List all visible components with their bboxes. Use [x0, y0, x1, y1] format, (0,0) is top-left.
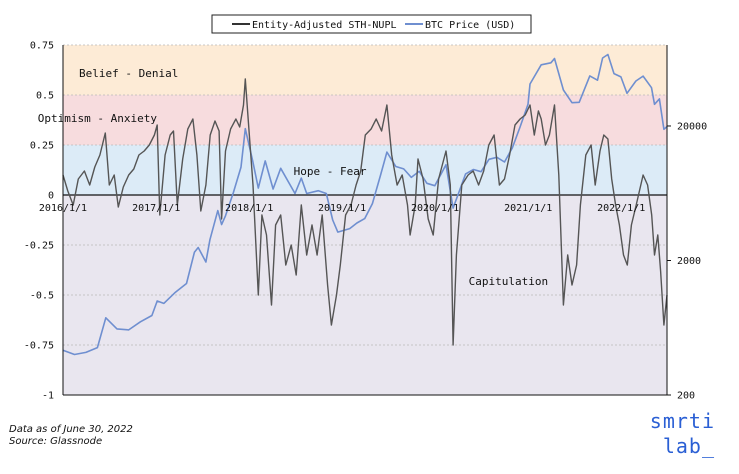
- axes: [62, 45, 668, 396]
- btc-price-line: [62, 53, 668, 356]
- source-note: Source: Glassnode: [9, 436, 103, 447]
- btc-price-series: [62, 53, 668, 356]
- y-left-tick-label: 0.25: [30, 141, 54, 152]
- nupl-line: [62, 78, 668, 346]
- legend-label-btc-price-usd: BTC Price (USD): [425, 20, 515, 31]
- y-left-tick-label: -0.5: [30, 291, 54, 302]
- nupl-series: [62, 78, 668, 346]
- legend-label-entity-adjusted-sth-nupl: Entity-Adjusted STH-NUPL: [252, 20, 397, 31]
- x-tick-label: 2020/1/1: [411, 203, 459, 214]
- zone-label-hope-fear: Hope - Fear: [294, 165, 367, 178]
- y-right-tick-label: 2000: [677, 256, 701, 267]
- legend-box: [211, 14, 532, 34]
- x-tick-label: 2019/1/1: [318, 203, 366, 214]
- x-tick-label: 2017/1/1: [132, 203, 180, 214]
- zone-labels: Belief - Denial Optimism - Anxiety Hope - …: [38, 67, 548, 288]
- x-tick-label: 2021/1/1: [504, 203, 552, 214]
- zone-belief-denial: [63, 45, 667, 95]
- x-tick-label: 2022/1/1: [597, 203, 645, 214]
- legend: Entity-Adjusted STH-NUPL BTC Price (USD): [211, 14, 532, 34]
- zone-label-belief-denial: Belief - Denial: [79, 67, 178, 80]
- y-left-tick-label: 0.5: [36, 91, 54, 102]
- y-left-tick-label: -1: [42, 391, 54, 402]
- y-left-tick-label: -0.25: [24, 241, 54, 252]
- y-left-tick-label: 0.75: [30, 41, 54, 52]
- x-tick-label: 2018/1/1: [225, 203, 273, 214]
- brand-logo-line2: lab_: [662, 434, 715, 458]
- tick-labels: 0.75 0.5 0.25 0 -0.25 -0.5 -0.75 -1 20000 2000 200…: [24, 41, 707, 402]
- zone-label-capitulation: Capitulation: [469, 275, 548, 288]
- y-right-tick-label: 200: [677, 391, 695, 402]
- data-date-note: Data as of June 30, 2022: [9, 424, 133, 435]
- y-left-tick-label: 0: [48, 191, 54, 202]
- zone-label-optimism-anxiety: Optimism - Anxiety: [38, 112, 158, 125]
- y-left-tick-label: -0.75: [24, 341, 54, 352]
- x-tick-label: 2016/1/1: [39, 203, 87, 214]
- brand-logo-line1: smrti: [649, 409, 715, 433]
- y-right-tick-label: 20000: [677, 121, 707, 132]
- sentiment-zones: [63, 45, 667, 395]
